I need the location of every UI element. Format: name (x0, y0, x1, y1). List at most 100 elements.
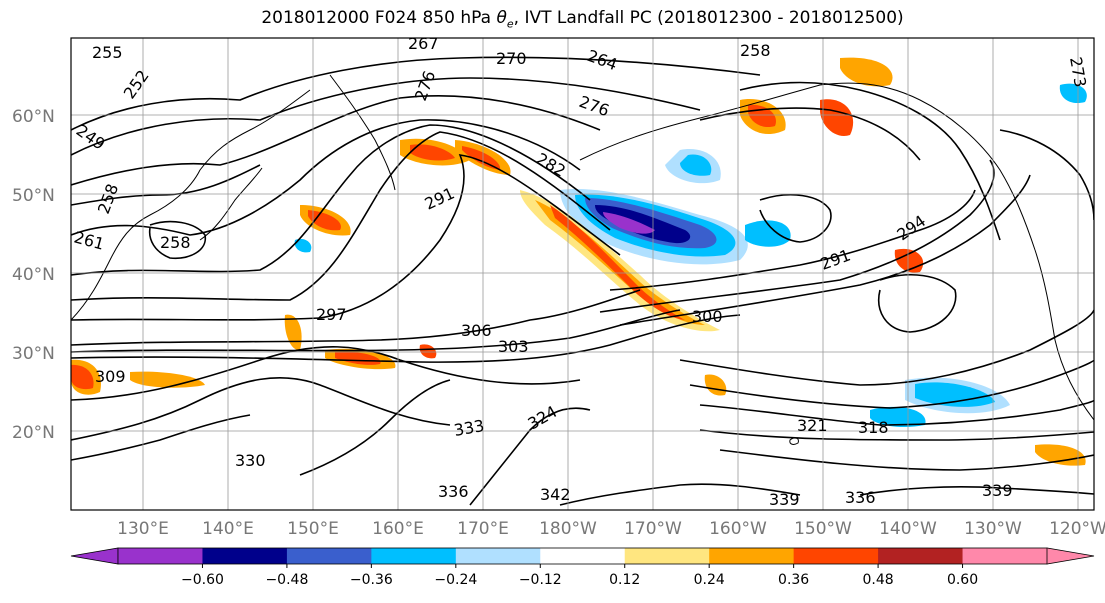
lon-label: 160°E (372, 519, 424, 539)
colorbar-segment (371, 548, 457, 564)
contour-label: 297 (316, 305, 347, 324)
lon-label: 170°W (624, 519, 682, 539)
map-title: 2018012000 F024 850 hPa θe, IVT Landfall… (261, 8, 904, 31)
negative-anomaly-purple (603, 212, 655, 234)
colorbar-tick-label: 0.24 (694, 572, 725, 588)
contour-line (71, 164, 261, 206)
negative-patch-west (294, 238, 312, 253)
contour-label: 321 (797, 416, 828, 435)
contour-line (71, 346, 581, 401)
colorbar-tick-label: 0.12 (609, 572, 640, 588)
contour-label: 303 (498, 337, 529, 356)
contour-line (619, 174, 1031, 326)
positive-patch-alaska-north (840, 57, 893, 87)
negative-patch-south (870, 406, 926, 428)
lon-label: 140°E (202, 519, 254, 539)
latitude-labels: 60°N 50°N 40°N 30°N 20°N (12, 107, 55, 443)
positive-patch-kamchatka-red (410, 144, 455, 161)
contour-line (71, 376, 451, 441)
contour-line (469, 407, 591, 506)
map-frame (70, 37, 1095, 511)
colorbar-segment (118, 548, 203, 564)
contour-line (71, 314, 741, 363)
contour-line (689, 359, 1094, 409)
contour-label: 270 (496, 49, 527, 68)
contour-line (699, 429, 1094, 441)
colorbar-tick-label: −0.36 (350, 572, 393, 588)
lon-label: 120°W (1049, 519, 1105, 539)
colorbar-segment (793, 548, 879, 564)
coastline-north-america (1034, 249, 1094, 421)
contour-line (299, 379, 451, 476)
contour-label: 306 (461, 321, 492, 340)
lon-label: 140°W (879, 519, 937, 539)
contour-line (559, 483, 801, 506)
positive-patch-east-south (1035, 444, 1086, 466)
colorbar-frame (117, 547, 1048, 565)
lat-label-40n: 40°N (12, 265, 55, 285)
colorbar-max-extension (1046, 547, 1095, 565)
contour-label: 267 (408, 34, 439, 53)
lat-label-60n: 60°N (12, 107, 55, 127)
positive-patch-bering-red (462, 146, 501, 170)
contour-labels: 255 252 249 258 261 258 264 267 270 276 … (72, 34, 1090, 509)
contour-line (71, 124, 591, 276)
contour-label: 300 (692, 307, 723, 326)
contour-line (71, 77, 701, 156)
coastline-alaska (579, 82, 1036, 251)
contour-line (719, 449, 1094, 471)
contour-line (148, 220, 206, 260)
contour-line (759, 194, 832, 243)
lon-label: 180°W (539, 519, 597, 539)
contour-line (71, 56, 761, 131)
lon-label: 130°E (117, 519, 169, 539)
contour-label: 336 (438, 482, 469, 501)
map-plot-area: 255 252 249 258 261 258 264 267 270 276 … (71, 34, 1094, 510)
contour-label: 339 (982, 481, 1013, 500)
contour-label: 258 (740, 41, 771, 60)
colorbar-segment (286, 548, 372, 564)
lon-label: 130°W (964, 519, 1022, 539)
contour-label: 318 (858, 418, 889, 437)
contour-line (699, 107, 921, 161)
colorbar-tick-label: 0.48 (863, 572, 894, 588)
colorbar-tick-label: 0.36 (778, 572, 809, 588)
contour-line (878, 274, 957, 333)
lat-label-20n: 20°N (12, 423, 55, 443)
lon-label: 160°W (709, 519, 767, 539)
lon-label: 150°E (287, 519, 339, 539)
colorbar: −0.60 −0.48 −0.36 −0.24 −0.12 0.12 0.24 0.36 0.4… (70, 547, 1095, 588)
colorbar-tick-label: −0.60 (181, 572, 224, 588)
colorbar-tick-label: −0.12 (519, 572, 562, 588)
longitude-labels: 130°E 140°E 150°E 160°E 170°E 180°W 170°… (117, 519, 1105, 539)
contour-line (71, 309, 681, 353)
colorbar-segment (878, 548, 964, 564)
contour-line (859, 486, 1094, 496)
contour-line (999, 129, 1094, 221)
colorbar-segment (540, 548, 626, 564)
positive-patch-west-lower (130, 371, 205, 388)
positive-patch-tropics-2 (419, 344, 437, 359)
negative-patch-north-cyan (680, 154, 712, 176)
positive-band-central-red (550, 205, 685, 320)
colorbar-segment (624, 548, 710, 564)
colorbar-tick-label: −0.24 (434, 572, 477, 588)
negative-patch-east (745, 220, 791, 247)
colorbar-tick-label: 0.60 (947, 572, 978, 588)
lon-label: 170°E (457, 519, 509, 539)
colorbar-min-extension (70, 547, 119, 565)
lon-label: 150°W (794, 519, 852, 539)
contour-label: 339 (769, 490, 800, 509)
contour-line (739, 81, 1001, 241)
positive-patch-west-edge-red (71, 364, 94, 390)
negative-patch-southeast-cyan (915, 382, 995, 407)
positive-patch-alaska (820, 99, 854, 136)
contour-line (71, 95, 601, 186)
colorbar-ticks: −0.60 −0.48 −0.36 −0.24 −0.12 0.12 0.24 0.36 0.4… (181, 564, 978, 588)
colorbar-segment (962, 548, 1048, 564)
contour-label: 330 (235, 451, 266, 470)
colorbar-segment (709, 548, 795, 564)
graticule (71, 38, 1094, 510)
colorbar-tick-label: −0.48 (265, 572, 308, 588)
contour-line (71, 154, 621, 321)
